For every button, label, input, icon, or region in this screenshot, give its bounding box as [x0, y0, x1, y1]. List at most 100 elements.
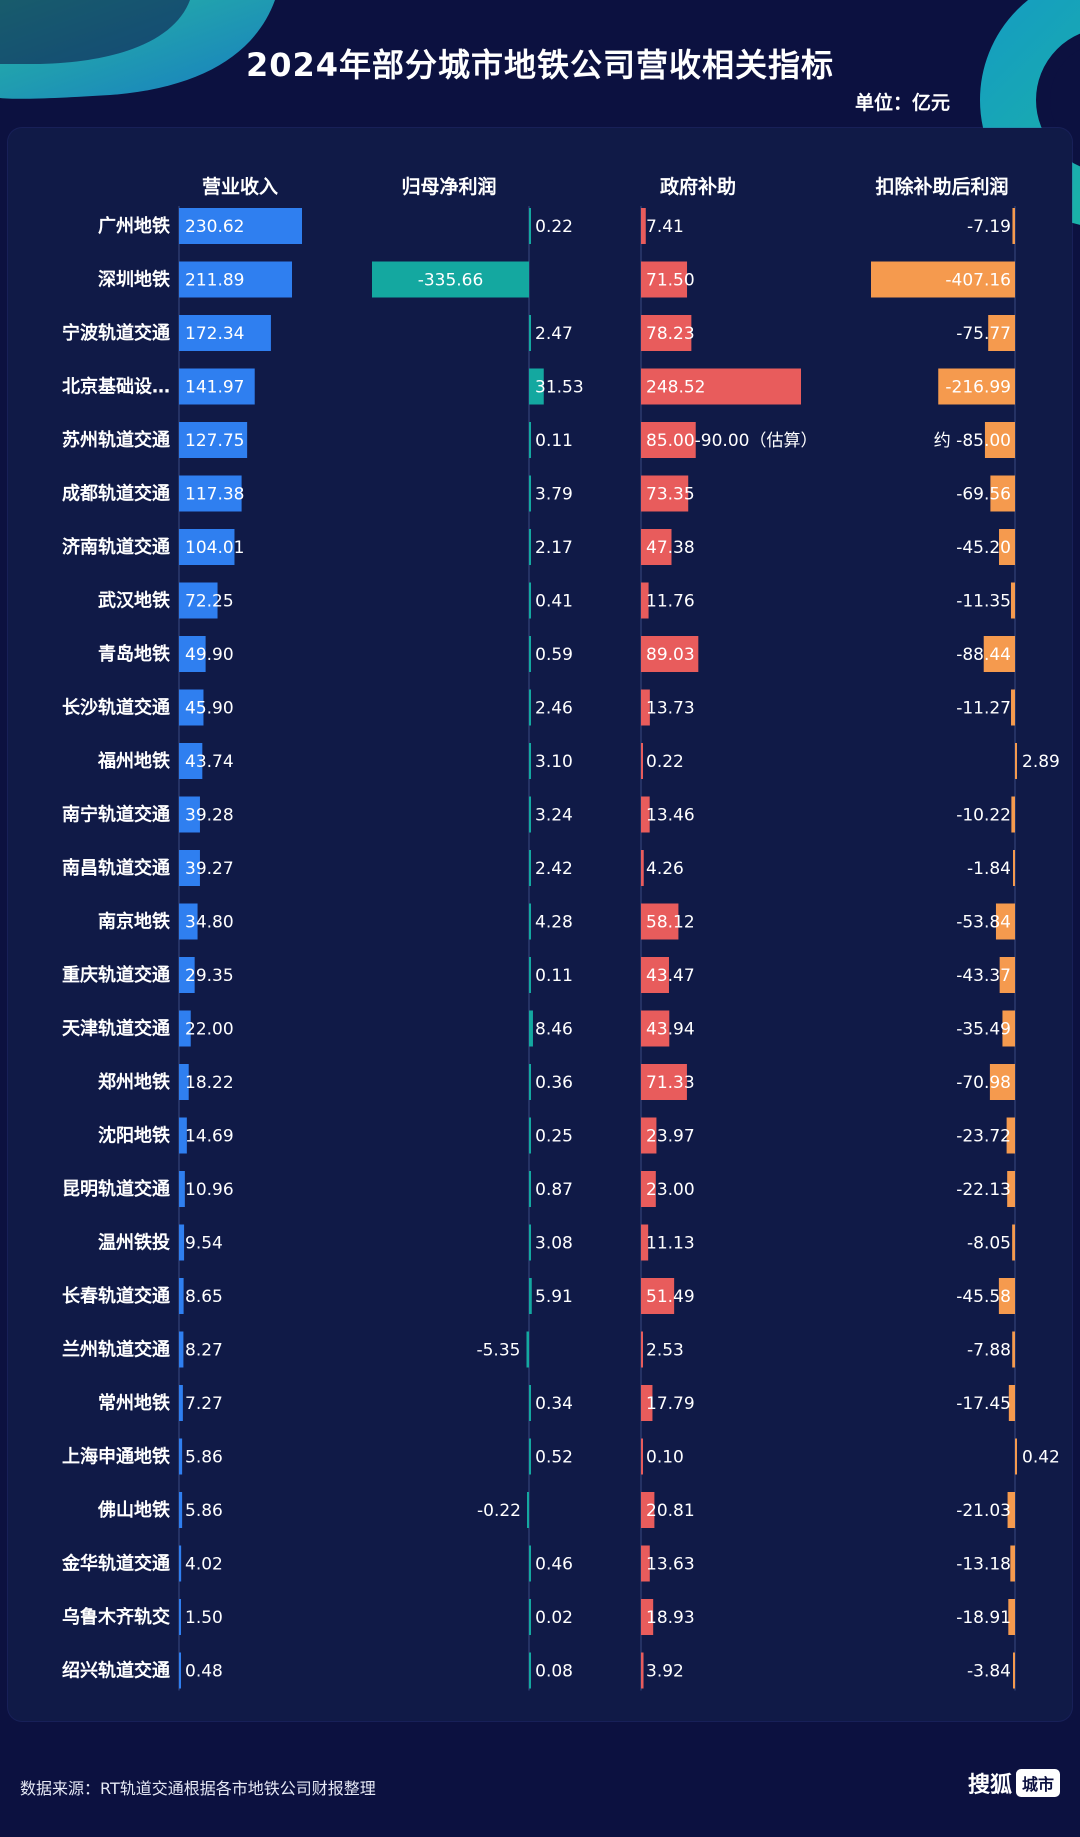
profit-ex-subsidy-value-label: -45.20 — [956, 538, 1011, 558]
chart-title: 2024年部分城市地铁公司营收相关指标 — [245, 46, 835, 84]
revenue-value-label: 43.74 — [185, 752, 234, 772]
net-profit-bar — [529, 529, 531, 565]
subsidy-value-label: 17.79 — [646, 1394, 695, 1414]
profit-ex-subsidy-value-label: -69.56 — [956, 485, 1011, 505]
profit-ex-subsidy-value-label: -75.77 — [956, 324, 1011, 344]
subsidy-bar — [641, 1331, 643, 1368]
net-profit-value-label: 0.11 — [535, 966, 573, 986]
column-header-revenue: 营业收入 — [201, 176, 279, 198]
subsidy-value-label: 7.41 — [646, 217, 684, 237]
subsidy-value-label: 78.23 — [646, 324, 695, 344]
revenue-value-label: 8.65 — [185, 1287, 223, 1307]
subsidy-value-label: 18.93 — [646, 1608, 695, 1628]
category-label: 昆明轨道交通 — [62, 1178, 170, 1200]
revenue-value-label: 127.75 — [185, 431, 244, 451]
net-profit-value-label: 0.52 — [535, 1448, 573, 1468]
profit-ex-subsidy-value-label: -17.45 — [956, 1394, 1011, 1414]
net-profit-value-label: 3.10 — [535, 752, 573, 772]
category-label: 长沙轨道交通 — [62, 697, 170, 719]
revenue-value-label: 18.22 — [185, 1073, 234, 1093]
subsidy-value-label: 3.92 — [646, 1662, 684, 1682]
net-profit-value-label: 0.34 — [535, 1394, 573, 1414]
data-source-note: 数据来源：RT轨道交通根据各市地铁公司财报整理 — [20, 1779, 376, 1798]
revenue-value-label: 5.86 — [185, 1448, 223, 1468]
category-label: 兰州轨道交通 — [62, 1339, 170, 1361]
net-profit-bar — [372, 261, 529, 298]
net-profit-value-label: 0.11 — [535, 431, 573, 451]
net-profit-bar — [529, 957, 531, 993]
category-label: 绍兴轨道交通 — [62, 1660, 170, 1682]
subsidy-bar — [641, 689, 650, 726]
profit-ex-subsidy-bar — [1013, 1652, 1015, 1689]
subsidy-bar — [641, 1492, 655, 1528]
profit-ex-subsidy-bar — [1012, 1331, 1015, 1368]
decorative-background-arcs — [0, 0, 1080, 225]
subsidy-bar — [641, 1599, 654, 1635]
net-profit-value-label: 2.47 — [535, 324, 573, 344]
net-profit-bar — [529, 1385, 531, 1421]
revenue-bar — [179, 1545, 182, 1582]
net-profit-value-label: 0.41 — [535, 592, 573, 612]
net-profit-bar — [529, 1438, 531, 1475]
subsidy-value-label: 58.12 — [646, 913, 695, 933]
subsidy-value-label: 71.33 — [646, 1073, 695, 1093]
net-profit-value-label: 2.17 — [535, 538, 573, 558]
revenue-bar — [179, 315, 271, 351]
subsidy-bar — [641, 1278, 675, 1314]
column-header-net-profit: 归母净利润 — [401, 176, 497, 198]
subsidy-value-label: 20.81 — [646, 1501, 695, 1521]
profit-ex-subsidy-value-label: -21.03 — [956, 1501, 1011, 1521]
revenue-bar — [179, 1224, 185, 1261]
profit-ex-subsidy-bar — [1013, 850, 1015, 886]
profit-ex-subsidy-value-label: -45.58 — [956, 1287, 1011, 1307]
category-label: 深圳地铁 — [98, 269, 170, 291]
column-header-profit-ex-subsidy: 扣除补助后利润 — [875, 176, 1009, 198]
category-label: 上海申通地铁 — [62, 1446, 170, 1468]
category-label: 温州铁投 — [98, 1232, 170, 1254]
subsidy-bar — [641, 1385, 653, 1421]
profit-ex-subsidy-bar — [1012, 208, 1015, 244]
subsidy-value-label: 43.94 — [646, 1020, 695, 1040]
revenue-bar — [179, 1438, 183, 1475]
profit-ex-subsidy-bar — [1006, 1117, 1015, 1154]
subsidy-bar — [641, 903, 679, 940]
net-profit-value-label: 3.08 — [535, 1234, 573, 1254]
category-label: 郑州地铁 — [98, 1071, 170, 1093]
category-label: 成都轨道交通 — [62, 483, 170, 505]
subsidy-value-label: 43.47 — [646, 966, 695, 986]
subsidy-bar — [641, 475, 689, 512]
net-profit-value-label: 2.42 — [535, 859, 573, 879]
subsidy-value-label: 85.00-90.00（估算） — [646, 431, 817, 451]
subsidy-value-label: 23.00 — [646, 1180, 695, 1200]
revenue-value-label: 211.89 — [185, 271, 244, 291]
net-profit-bar — [529, 582, 531, 619]
category-label: 苏州轨道交通 — [62, 429, 170, 451]
revenue-value-label: 49.90 — [185, 645, 234, 665]
net-profit-bar — [529, 1064, 531, 1100]
net-profit-bar — [529, 903, 532, 940]
subsidy-value-label: 13.73 — [646, 699, 695, 719]
net-profit-bar — [529, 368, 544, 405]
subsidy-bar — [641, 529, 672, 565]
profit-ex-subsidy-bar — [1008, 1599, 1015, 1635]
subsidy-value-label: 71.50 — [646, 271, 695, 291]
revenue-bar — [179, 1492, 183, 1528]
profit-ex-subsidy-value-label: -70.98 — [956, 1073, 1011, 1093]
subsidy-value-label: 11.76 — [646, 592, 695, 612]
revenue-bar — [179, 1117, 187, 1154]
subsidy-bar — [641, 582, 649, 619]
subsidy-value-label: 13.46 — [646, 806, 695, 826]
net-profit-value-label: 0.87 — [535, 1180, 573, 1200]
subsidy-bar — [641, 1438, 643, 1475]
profit-ex-subsidy-bar — [1007, 1171, 1015, 1207]
category-label: 青岛地铁 — [98, 643, 170, 665]
net-profit-value-label: 2.46 — [535, 699, 573, 719]
revenue-bar — [179, 689, 204, 726]
profit-ex-subsidy-value-label: -13.18 — [956, 1555, 1011, 1575]
subsidy-bar — [641, 1064, 687, 1100]
net-profit-bar — [529, 475, 531, 512]
net-profit-value-label: 3.24 — [535, 806, 573, 826]
subsidy-bar — [641, 743, 643, 779]
revenue-value-label: 141.97 — [185, 378, 244, 398]
subsidy-value-label: 0.22 — [646, 752, 684, 772]
